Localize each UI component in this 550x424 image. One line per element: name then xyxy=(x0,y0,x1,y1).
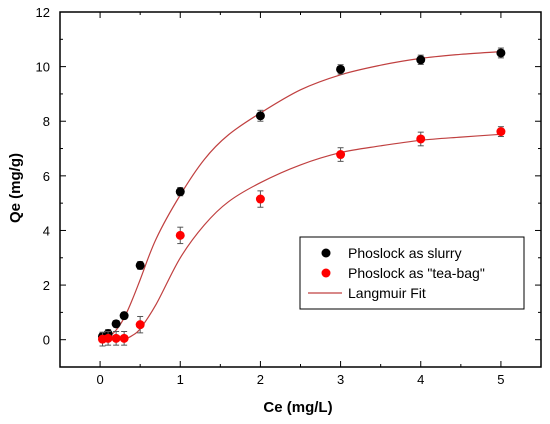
x-tick-label: 1 xyxy=(177,372,184,387)
data-point-slurry xyxy=(119,311,129,321)
x-tick-label: 5 xyxy=(497,372,504,387)
langmuir-fit-line-1 xyxy=(99,51,501,341)
data-point-teabag xyxy=(103,333,113,343)
y-tick-label: 4 xyxy=(43,223,50,238)
data-point-teabag xyxy=(416,134,426,144)
x-tick-label: 0 xyxy=(96,372,103,387)
data-point-teabag xyxy=(111,333,121,343)
data-point-teabag xyxy=(255,194,265,204)
data-point-slurry xyxy=(135,260,145,270)
data-point-slurry xyxy=(111,319,121,329)
legend-box xyxy=(299,236,525,310)
x-tick-label: 3 xyxy=(337,372,344,387)
data-point-teabag xyxy=(135,320,145,330)
y-tick-label: 8 xyxy=(43,114,50,129)
data-point-slurry xyxy=(496,48,506,58)
x-tick-label: 2 xyxy=(257,372,264,387)
plot-frame xyxy=(59,11,542,368)
y-tick-label: 12 xyxy=(36,5,50,20)
data-point-slurry xyxy=(336,64,346,74)
legend-label-slurry: Phoslock as slurry xyxy=(348,245,462,261)
legend-label-teabag: Phoslock as "tea-bag" xyxy=(348,265,485,281)
data-point-slurry xyxy=(175,187,185,197)
data-point-slurry xyxy=(255,111,265,121)
y-axis-title: Qe (mg/g) xyxy=(7,153,24,223)
y-tick-label: 0 xyxy=(43,333,50,348)
x-axis-title: Ce (mg/L) xyxy=(263,399,332,416)
y-tick-label: 6 xyxy=(43,169,50,184)
data-point-teabag xyxy=(119,333,129,343)
data-point-teabag xyxy=(175,230,185,240)
y-tick-label: 10 xyxy=(36,60,50,75)
legend-marker-teabag xyxy=(321,268,331,278)
y-tick-label: 2 xyxy=(43,278,50,293)
data-point-teabag xyxy=(336,150,346,160)
plot-area-border xyxy=(59,11,542,368)
data-point-teabag xyxy=(496,127,506,137)
data-point-slurry xyxy=(416,55,426,65)
legend-label-fit: Langmuir Fit xyxy=(348,285,426,301)
x-tick-label: 4 xyxy=(417,372,424,387)
data-points xyxy=(97,47,506,347)
legend-marker-slurry xyxy=(321,248,331,258)
legend: Phoslock as slurry Phoslock as "tea-bag"… xyxy=(299,236,525,310)
